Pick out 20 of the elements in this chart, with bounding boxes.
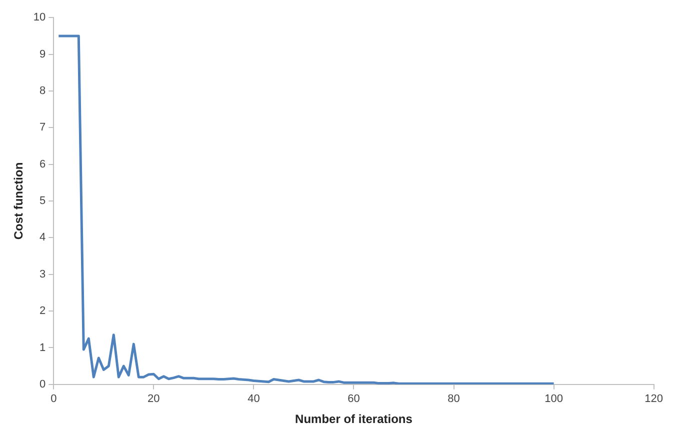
y-tick-label: 5 <box>40 195 46 208</box>
y-tick-label: 3 <box>40 268 46 280</box>
x-tick-label: 60 <box>348 393 360 406</box>
y-tick-label: 0 <box>40 378 46 390</box>
x-tick-label: 40 <box>248 393 260 406</box>
x-axis-title: Number of iterations <box>295 412 413 426</box>
x-tick-label: 80 <box>448 393 460 406</box>
y-tick-label: 9 <box>40 48 46 60</box>
y-axis-title: Cost function <box>12 162 26 240</box>
x-tick-label: 0 <box>50 393 57 406</box>
y-tick-label: 2 <box>40 305 46 318</box>
x-tick-label: 120 <box>644 393 664 406</box>
y-tick-label: 8 <box>40 84 46 97</box>
y-tick-label: 1 <box>40 342 46 354</box>
x-tick-label: 100 <box>544 393 563 406</box>
y-tick-label: 4 <box>40 232 46 244</box>
y-tick-label: 10 <box>33 12 46 24</box>
y-tick-label: 6 <box>40 158 46 170</box>
x-tick-label: 20 <box>148 393 160 406</box>
y-tick-label: 7 <box>40 122 46 134</box>
